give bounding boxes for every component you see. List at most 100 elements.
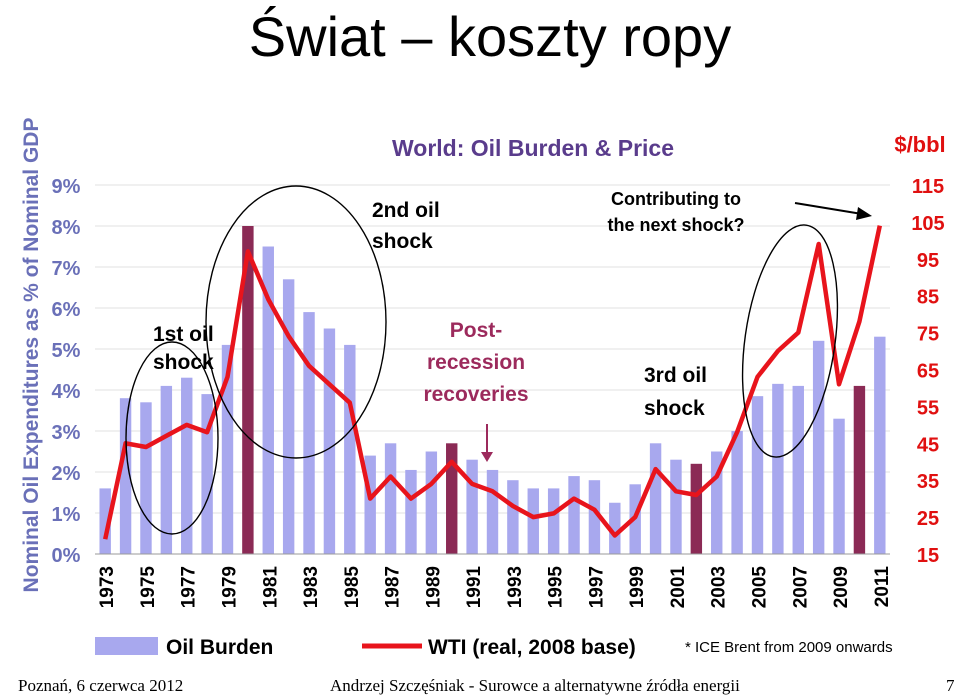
slide-title: Świat – koszty ropy <box>248 5 732 68</box>
bar-1989 <box>425 451 438 554</box>
legend-wti-label: WTI (real, 2008 base) <box>428 636 636 659</box>
right-tick-label: 95 <box>917 250 939 272</box>
x-tick-label: 2007 <box>790 566 811 608</box>
bar-1984 <box>323 328 336 554</box>
shock1-label: 1st oil shock <box>153 323 214 374</box>
right-tick-label: 35 <box>917 471 939 493</box>
bar-2006 <box>772 383 784 554</box>
bar-2007 <box>792 385 804 554</box>
left-tick-label: 2% <box>52 463 81 485</box>
footer-left: Poznań, 6 czerwca 2012 <box>18 676 184 695</box>
bar-2010 <box>853 385 866 554</box>
x-tick-label: 1997 <box>586 566 607 608</box>
left-tick-label: 7% <box>52 258 81 280</box>
bar-1976 <box>160 385 173 554</box>
left-tick-label: 8% <box>52 217 81 239</box>
bar-1992 <box>486 469 499 554</box>
x-tick-label: 1981 <box>260 566 281 609</box>
recovery-label: Post-recession recoveries <box>423 319 528 406</box>
legend-burden-label: Oil Burden <box>166 636 273 659</box>
left-tick-label: 3% <box>52 422 81 444</box>
left-tick-label: 6% <box>52 299 81 321</box>
bar-1979 <box>221 344 234 554</box>
bar-2002 <box>690 463 703 554</box>
bar-1988 <box>405 469 417 554</box>
bar-1983 <box>303 312 315 554</box>
right-tick-label: 65 <box>917 361 939 383</box>
left-tick-label: 5% <box>52 340 81 362</box>
page-number: 7 <box>946 676 955 695</box>
x-tick-label: 2001 <box>668 566 689 609</box>
bar-2009 <box>833 418 845 554</box>
bar-1996 <box>568 476 580 554</box>
x-tick-label: 1989 <box>423 566 444 608</box>
legend-footnote: * ICE Brent from 2009 onwards <box>685 639 893 656</box>
bar-2001 <box>670 459 682 554</box>
right-tick-label: 15 <box>917 545 939 567</box>
x-tick-label: 1995 <box>546 566 567 609</box>
left-tick-label: 1% <box>52 504 81 526</box>
footer-center: Andrzej Szczęśniak - Surowce a alternaty… <box>330 676 740 695</box>
chart-line <box>102 225 883 540</box>
bar-1995 <box>547 488 560 554</box>
next-shock-arrowhead <box>856 207 872 220</box>
x-tick-label: 1973 <box>97 566 118 608</box>
bar-2003 <box>711 451 723 554</box>
next-shock-label: Contributing to the next shock? <box>607 189 744 235</box>
bar-1977 <box>181 377 193 554</box>
x-tick-label: 2009 <box>831 566 852 608</box>
bar-1994 <box>527 488 539 554</box>
bar-1975 <box>140 402 152 554</box>
bar-2004 <box>731 431 743 554</box>
right-tick-label: 85 <box>917 287 939 309</box>
right-tick-label: 25 <box>917 508 939 530</box>
bar-1982 <box>282 279 295 554</box>
x-tick-label: 1975 <box>138 566 159 609</box>
x-tick-label: 2003 <box>709 566 730 608</box>
right-axis-unit: $/bbl <box>894 132 945 157</box>
shock2-label: 2nd oil shock <box>372 199 440 253</box>
x-tick-label: 2005 <box>750 566 771 609</box>
bar-2000 <box>649 443 662 554</box>
bar-2008 <box>812 340 825 554</box>
left-tick-label: 9% <box>52 176 81 198</box>
shock1-ellipse <box>125 341 219 535</box>
bar-1993 <box>507 480 519 554</box>
right-tick-label: 55 <box>917 397 939 419</box>
x-tick-label: 1985 <box>342 566 363 609</box>
next-shock-arrow <box>794 202 863 215</box>
x-tick-label: 1999 <box>627 566 648 608</box>
left-tick-label: 4% <box>52 381 81 403</box>
shock2-ellipse <box>205 185 387 459</box>
bar-1981 <box>262 246 274 554</box>
x-tick-label: 1991 <box>464 566 485 609</box>
right-tick-label: 75 <box>917 324 939 346</box>
left-tick-label: 0% <box>52 545 81 567</box>
legend-burden-swatch <box>95 637 158 655</box>
right-tick-label: 115 <box>912 176 944 198</box>
x-tick-label: 2011 <box>872 566 893 608</box>
x-tick-label: 1983 <box>301 566 322 608</box>
bar-1998 <box>609 502 621 554</box>
chart-axes: 0% 1% 2% 3% 4% 5% 6% 7% 8% 9% 15 25 35 45 55 65 75 85 95 10… <box>52 176 945 608</box>
right-tick-label: 105 <box>911 213 944 235</box>
bar-2011 <box>874 336 886 554</box>
bar-1974 <box>119 398 132 554</box>
chart-title: World: Oil Burden & Price <box>392 135 674 161</box>
bar-1985 <box>344 344 356 554</box>
bar-1997 <box>588 480 601 554</box>
bar-2005 <box>751 396 764 554</box>
wti-line <box>102 225 883 540</box>
x-tick-label: 1993 <box>505 566 526 608</box>
bar-1991 <box>466 459 478 554</box>
recovery-arrowhead <box>481 452 493 462</box>
bar-1987 <box>384 443 397 554</box>
right-tick-label: 45 <box>917 434 939 456</box>
x-tick-label: 1987 <box>383 566 404 608</box>
bar-1978 <box>201 394 213 554</box>
x-tick-label: 1977 <box>179 566 200 608</box>
shock3-ellipse <box>741 224 839 458</box>
bar-1973 <box>99 488 111 554</box>
shock3-label: 3rd oil shock <box>644 364 707 420</box>
